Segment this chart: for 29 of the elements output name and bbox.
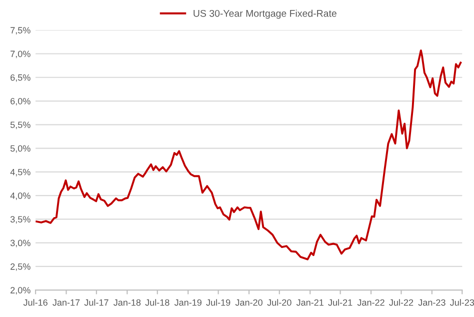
x-tick-label: Jan-20: [235, 299, 262, 306]
x-tick-label: Jan-19: [174, 299, 202, 306]
y-tick-label: 4,5%: [10, 168, 30, 176]
x-tick-label: Jul-22: [389, 299, 414, 306]
x-tick-label: Jan-18: [114, 299, 141, 306]
x-tick-label: Jan-21: [296, 299, 324, 306]
y-tick-label: 3,0%: [10, 240, 30, 248]
y-tick-label: 4,0%: [10, 192, 30, 200]
y-tick-label: 3,5%: [10, 216, 30, 224]
x-tick-label: Jul-18: [145, 299, 170, 306]
x-tick-label: Jan-22: [357, 299, 384, 306]
y-tick-label: 6,5%: [10, 74, 30, 82]
y-tick-label: 2,0%: [10, 287, 30, 294]
x-tick-label: Jan-23: [418, 299, 446, 306]
x-tick-label: Jul-23: [450, 299, 474, 306]
x-tick-label: Jul-21: [328, 299, 352, 306]
y-tick-label: 6,0%: [10, 98, 30, 106]
y-tick-label: 2,5%: [10, 263, 30, 271]
line-series: [36, 49, 462, 260]
x-tick-label: Jul-17: [84, 299, 108, 306]
y-tick-label: 5,0%: [10, 145, 30, 153]
x-tick-label: Jan-17: [52, 299, 80, 306]
y-tick-label: 7,5%: [10, 27, 30, 35]
x-tick-label: Jul-19: [206, 299, 230, 306]
x-tick-label: Jul-16: [23, 299, 48, 306]
x-tick-label: Jul-20: [267, 299, 292, 306]
y-tick-label: 7,0%: [10, 50, 30, 58]
legend-label: US 30-Year Mortgage Fixed-Rate: [194, 10, 336, 19]
y-tick-label: 5,5%: [10, 122, 30, 130]
